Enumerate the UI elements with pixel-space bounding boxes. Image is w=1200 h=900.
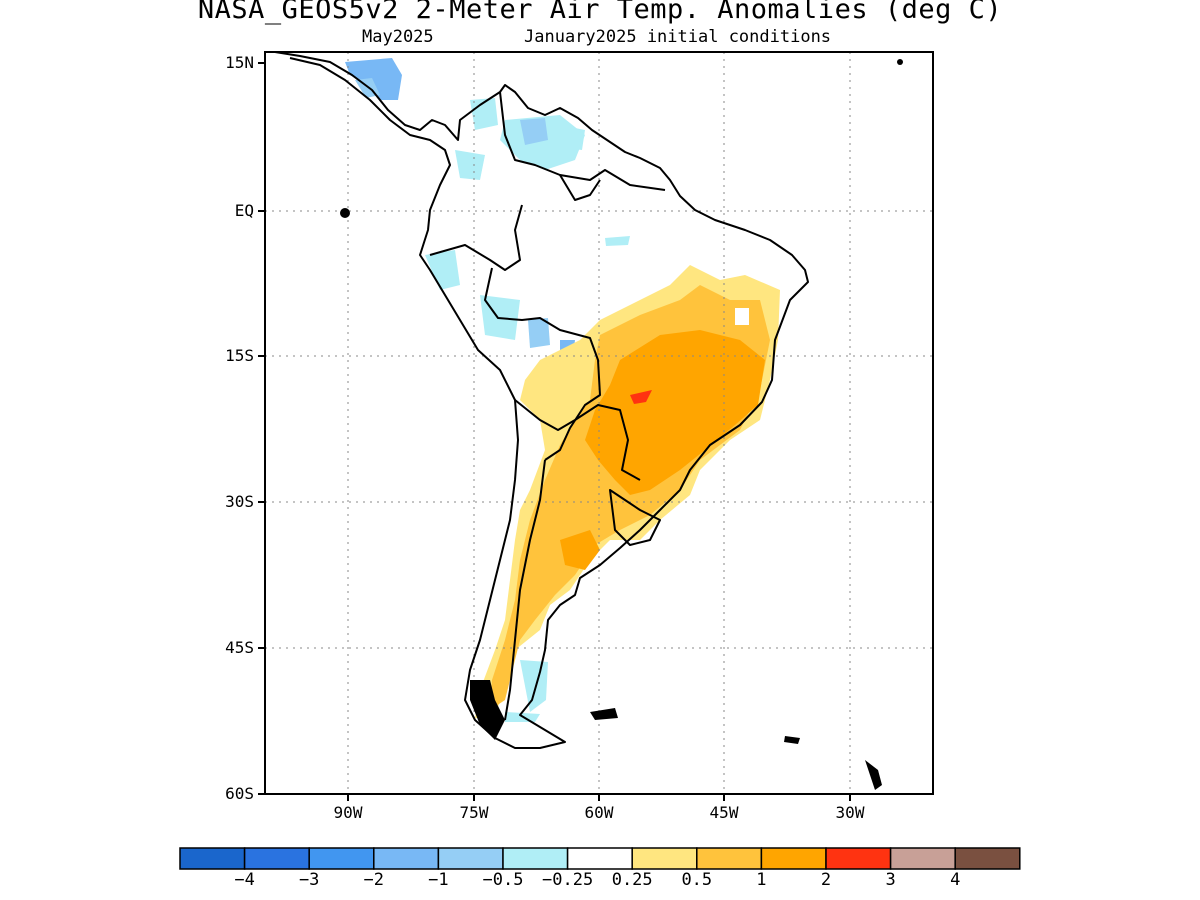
- colorbar-label-10: 3: [885, 870, 896, 890]
- colorbar-label-6: 0.25: [611, 870, 653, 890]
- colorbar-label-7: 0.5: [681, 870, 713, 890]
- lat-label-30s: 30S: [225, 492, 254, 511]
- lon-label-90w: 90W: [333, 803, 363, 822]
- colorbar: [179, 847, 1021, 870]
- anomaly-shading: [345, 58, 780, 722]
- colorbar-swatch-5: [502, 847, 569, 870]
- lon-label-45w: 45W: [709, 803, 739, 822]
- colorbar-label-9: 2: [820, 870, 832, 890]
- colorbar-swatch-2: [308, 847, 375, 870]
- colorbar-label-3: −1: [428, 870, 449, 890]
- map-content: [265, 52, 933, 794]
- colorbar-swatch-8: [696, 847, 763, 870]
- coastlines: [274, 52, 809, 749]
- initial-conditions: January2025 initial conditions: [524, 27, 832, 47]
- lat-label-eq: EQ: [234, 201, 254, 220]
- forecast-month: May2025: [362, 27, 434, 47]
- lon-label-75w: 75W: [459, 803, 489, 822]
- colorbar-label-0: −4: [234, 870, 255, 890]
- islands: [340, 59, 903, 790]
- map-title: NASA_GEOS5v2 2-Meter Air Temp. Anomalies…: [197, 0, 1003, 25]
- colorbar-label-1: −3: [298, 870, 320, 890]
- lon-label-60w: 60W: [584, 803, 614, 822]
- colorbar-swatch-12: [954, 847, 1021, 870]
- lat-label-15n: 15N: [225, 53, 254, 72]
- colorbar-label-11: 4: [950, 870, 961, 890]
- lat-label-60s: 60S: [225, 784, 254, 803]
- lat-label-45s: 45S: [225, 638, 254, 657]
- colorbar-swatch-1: [243, 847, 310, 870]
- lat-lon-grid: [265, 52, 933, 794]
- colorbar-swatch-4: [437, 847, 504, 870]
- colorbar-swatch-6: [566, 847, 633, 870]
- colorbar-swatch-11: [889, 847, 956, 870]
- colorbar-swatch-0: [179, 847, 246, 870]
- colorbar-swatch-7: [631, 847, 698, 870]
- lat-label-15s: 15S: [225, 346, 254, 365]
- colorbar-label-5: −0.25: [542, 870, 594, 890]
- axis-ticks: [258, 62, 851, 801]
- colorbar-label-8: 1: [756, 870, 767, 890]
- colorbar-swatch-10: [825, 847, 892, 870]
- colorbar-swatch-3: [373, 847, 440, 870]
- colorbar-label-2: −2: [363, 870, 385, 890]
- colorbar-swatch-9: [760, 847, 827, 870]
- lon-label-30w: 30W: [835, 803, 865, 822]
- colorbar-label-4: −0.5: [482, 870, 524, 890]
